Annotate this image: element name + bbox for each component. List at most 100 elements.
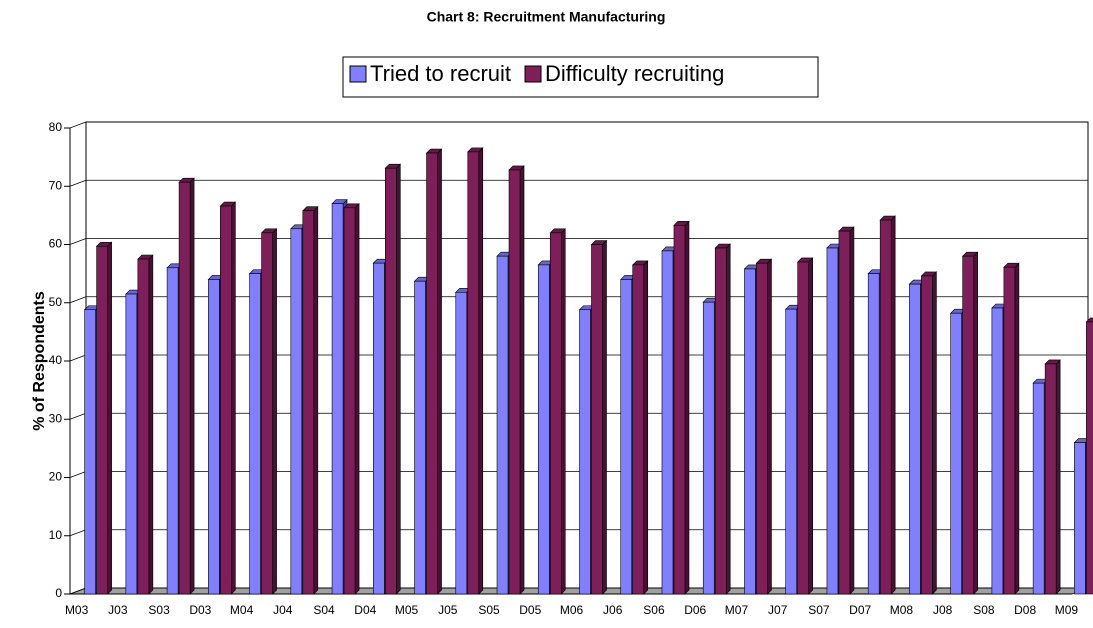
x-tick-label: D04 [354, 603, 376, 617]
bar-side [1014, 262, 1020, 595]
bar [343, 207, 356, 595]
bar [426, 152, 438, 595]
bar-side [808, 257, 814, 595]
bar [921, 275, 933, 595]
bar [372, 262, 385, 595]
bar [125, 293, 138, 595]
bar [249, 273, 261, 595]
x-tick-label: D06 [684, 603, 706, 617]
bar [1032, 382, 1045, 595]
bar [797, 261, 810, 595]
y-tick-label: 30 [49, 411, 63, 425]
grid-line [69, 587, 87, 595]
bar [166, 267, 179, 595]
bar [467, 151, 480, 595]
bar [1003, 266, 1016, 595]
bar-side [932, 271, 937, 595]
bar-side [725, 243, 731, 595]
bar-side [395, 163, 401, 595]
bar [455, 291, 468, 595]
bar-side [560, 228, 566, 595]
bar-side [1055, 359, 1061, 595]
x-tick-label: M03 [65, 603, 89, 617]
grid-line [69, 412, 87, 420]
bar [950, 312, 962, 595]
bar [331, 203, 344, 595]
bar [220, 205, 232, 595]
x-tick-label: M04 [230, 603, 254, 617]
bar [137, 258, 150, 595]
legend-box [342, 56, 819, 98]
bar-top [1085, 317, 1093, 323]
bar-side [189, 177, 195, 595]
grid-line [69, 529, 87, 537]
y-tick-label: 0 [55, 586, 62, 600]
y-tick-label: 50 [49, 295, 63, 309]
x-tick-label: S05 [478, 603, 500, 617]
bar [384, 167, 397, 595]
bar [714, 247, 727, 595]
bar-side [107, 241, 112, 595]
x-tick-label: S08 [973, 603, 995, 617]
bar [1044, 363, 1057, 595]
bar-side [437, 148, 442, 595]
bar [962, 255, 974, 595]
bar-side [890, 215, 896, 595]
x-tick-label: M06 [560, 603, 584, 617]
grid-line [69, 121, 87, 129]
bar [867, 273, 880, 595]
x-tick-label: J04 [273, 603, 293, 617]
bar [661, 250, 674, 595]
bar [96, 245, 108, 595]
y-tick-label: 20 [49, 470, 63, 484]
bar-side [313, 205, 319, 595]
bar [632, 264, 645, 595]
x-tick-label: D07 [849, 603, 871, 617]
bar [879, 219, 892, 595]
bar-side [643, 260, 649, 595]
chart-title: Chart 8: Recruitment Manufacturing [427, 9, 666, 25]
x-tick-label: S04 [313, 603, 335, 617]
grid-line [69, 354, 87, 362]
x-tick-label: D08 [1014, 603, 1036, 617]
x-tick-label: D03 [189, 603, 211, 617]
bar [537, 264, 550, 595]
bar [838, 230, 851, 595]
x-tick-label: J05 [438, 603, 458, 617]
y-axis-label: % of Respondents [31, 291, 48, 431]
x-tick-label: M05 [395, 603, 419, 617]
bar-side [272, 228, 277, 595]
bar [261, 232, 273, 595]
legend-swatch [524, 65, 542, 83]
x-tick-label: J08 [933, 603, 953, 617]
y-tick-label: 80 [49, 120, 63, 134]
bar [1074, 442, 1086, 595]
x-tick-label: M09 [1055, 603, 1079, 617]
bar [1086, 321, 1093, 595]
bar-side [148, 254, 154, 595]
x-tick-label: S06 [643, 603, 665, 617]
bar [579, 309, 591, 595]
bar-side [973, 251, 978, 595]
bar [785, 308, 798, 595]
y-tick-label: 70 [49, 178, 63, 192]
grid-line [69, 238, 87, 245]
x-tick-label: J06 [603, 603, 623, 617]
grid-line [69, 471, 87, 478]
bar [290, 228, 303, 595]
bar [508, 169, 521, 595]
bar [620, 279, 633, 595]
bar [591, 244, 603, 595]
bar [702, 301, 715, 595]
bar [673, 224, 686, 595]
y-tick-label: 10 [49, 528, 63, 542]
y-tick-label: 40 [49, 353, 63, 367]
bar [84, 309, 96, 595]
y-tick-label: 60 [49, 237, 63, 251]
bar [496, 255, 509, 595]
bar [549, 232, 562, 595]
bar-side [767, 258, 772, 595]
x-tick-label: M08 [890, 603, 914, 617]
